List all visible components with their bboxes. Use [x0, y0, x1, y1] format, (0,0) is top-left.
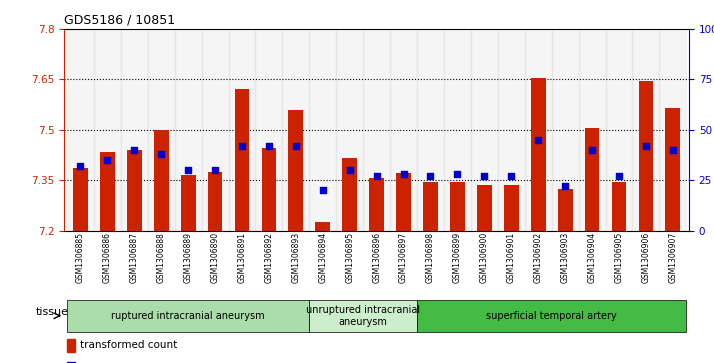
Bar [531, 78, 545, 231]
Point [101, 157, 113, 163]
Bar [228, 29, 256, 231]
Bar [127, 150, 141, 231]
Point [533, 137, 544, 143]
Bar [552, 29, 578, 231]
Bar [396, 174, 411, 231]
Bar [605, 29, 633, 231]
Point [398, 171, 409, 177]
Point [613, 173, 625, 179]
Bar [154, 130, 169, 231]
Text: GDS5186 / 10851: GDS5186 / 10851 [64, 13, 176, 26]
Bar [558, 188, 573, 231]
Point [290, 143, 301, 149]
Bar [309, 29, 336, 231]
Bar [100, 152, 115, 231]
Bar [585, 128, 600, 231]
Bar [342, 158, 357, 231]
FancyBboxPatch shape [67, 300, 309, 332]
Point [129, 147, 140, 153]
Point [452, 171, 463, 177]
Bar [417, 29, 444, 231]
Point [425, 173, 436, 179]
Point [317, 187, 328, 193]
Bar [471, 29, 498, 231]
FancyBboxPatch shape [309, 300, 417, 332]
Point [640, 143, 652, 149]
Bar [121, 29, 148, 231]
Bar [450, 182, 465, 231]
Text: unruptured intracranial
aneurysm: unruptured intracranial aneurysm [306, 305, 421, 327]
Point [182, 167, 193, 173]
Bar [256, 29, 282, 231]
Bar [288, 110, 303, 231]
Bar [316, 222, 330, 231]
Text: tissue: tissue [35, 307, 69, 317]
Bar [423, 182, 438, 231]
Bar [633, 29, 660, 231]
Bar [578, 29, 605, 231]
Point [209, 167, 221, 173]
Bar [261, 148, 276, 231]
Point [263, 143, 275, 149]
Bar [67, 339, 75, 352]
Point [586, 147, 598, 153]
Point [236, 143, 248, 149]
Bar [363, 29, 390, 231]
FancyBboxPatch shape [417, 300, 686, 332]
Point [667, 147, 678, 153]
Point [75, 163, 86, 169]
Bar [498, 29, 525, 231]
Bar [638, 81, 653, 231]
Bar [67, 362, 75, 363]
Bar [612, 182, 626, 231]
Bar [390, 29, 417, 231]
Point [560, 183, 571, 189]
Bar [282, 29, 309, 231]
Bar [94, 29, 121, 231]
Point [156, 151, 167, 157]
Text: ruptured intracranial aneurysm: ruptured intracranial aneurysm [111, 311, 265, 321]
Bar [504, 185, 518, 231]
Bar [181, 175, 196, 231]
Bar [369, 179, 384, 231]
Text: transformed count: transformed count [80, 340, 177, 350]
Bar [73, 168, 88, 231]
Point [344, 167, 356, 173]
Bar [660, 29, 686, 231]
Bar [444, 29, 471, 231]
Point [371, 173, 383, 179]
Bar [477, 185, 492, 231]
Bar [67, 29, 94, 231]
Bar [336, 29, 363, 231]
Bar [175, 29, 201, 231]
Bar [665, 108, 680, 231]
Bar [148, 29, 175, 231]
Bar [208, 172, 223, 231]
Text: superficial temporal artery: superficial temporal artery [486, 311, 617, 321]
Bar [525, 29, 552, 231]
Point [478, 173, 490, 179]
Bar [235, 90, 249, 231]
Bar [201, 29, 228, 231]
Point [506, 173, 517, 179]
